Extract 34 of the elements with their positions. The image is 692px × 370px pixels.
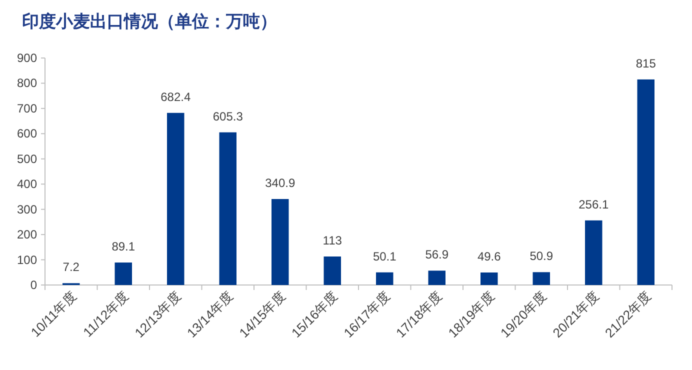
y-tick-label: 100	[16, 252, 38, 267]
y-tick-label: 300	[16, 202, 38, 216]
y-tick-label: 0	[30, 278, 38, 292]
data-label: 50.9	[530, 249, 554, 264]
y-tick-label: 800	[16, 76, 38, 90]
y-tick-label: 200	[16, 228, 38, 242]
y-tick-label: 700	[16, 101, 38, 116]
data-label: 340.9	[265, 176, 296, 190]
bar	[428, 270, 446, 285]
data-label: 50.1	[372, 249, 397, 264]
bar	[376, 272, 394, 285]
bar	[219, 132, 236, 285]
bar	[585, 220, 602, 285]
bar	[272, 199, 289, 285]
data-label: 7.2	[62, 260, 80, 274]
bar	[480, 272, 498, 285]
data-label: 56.9	[425, 248, 449, 262]
data-label: 113	[322, 234, 342, 248]
data-label: 256.1	[578, 197, 609, 212]
y-tick-label: 900	[16, 51, 38, 65]
chart-title: 印度小麦出口情况（单位：万吨）	[22, 12, 277, 31]
data-label: 605.3	[212, 109, 244, 124]
data-label: 49.6	[477, 249, 502, 264]
y-tick-label: 400	[16, 177, 38, 192]
data-label: 815	[636, 56, 656, 70]
y-tick-label: 600	[16, 126, 38, 141]
bar	[637, 79, 654, 285]
bar	[532, 272, 550, 285]
y-tick-label: 500	[16, 152, 38, 166]
bar	[114, 262, 132, 285]
bar	[324, 256, 341, 285]
bar	[167, 112, 184, 285]
data-label: 682.4	[160, 90, 191, 104]
data-label: 89.1	[112, 240, 136, 254]
